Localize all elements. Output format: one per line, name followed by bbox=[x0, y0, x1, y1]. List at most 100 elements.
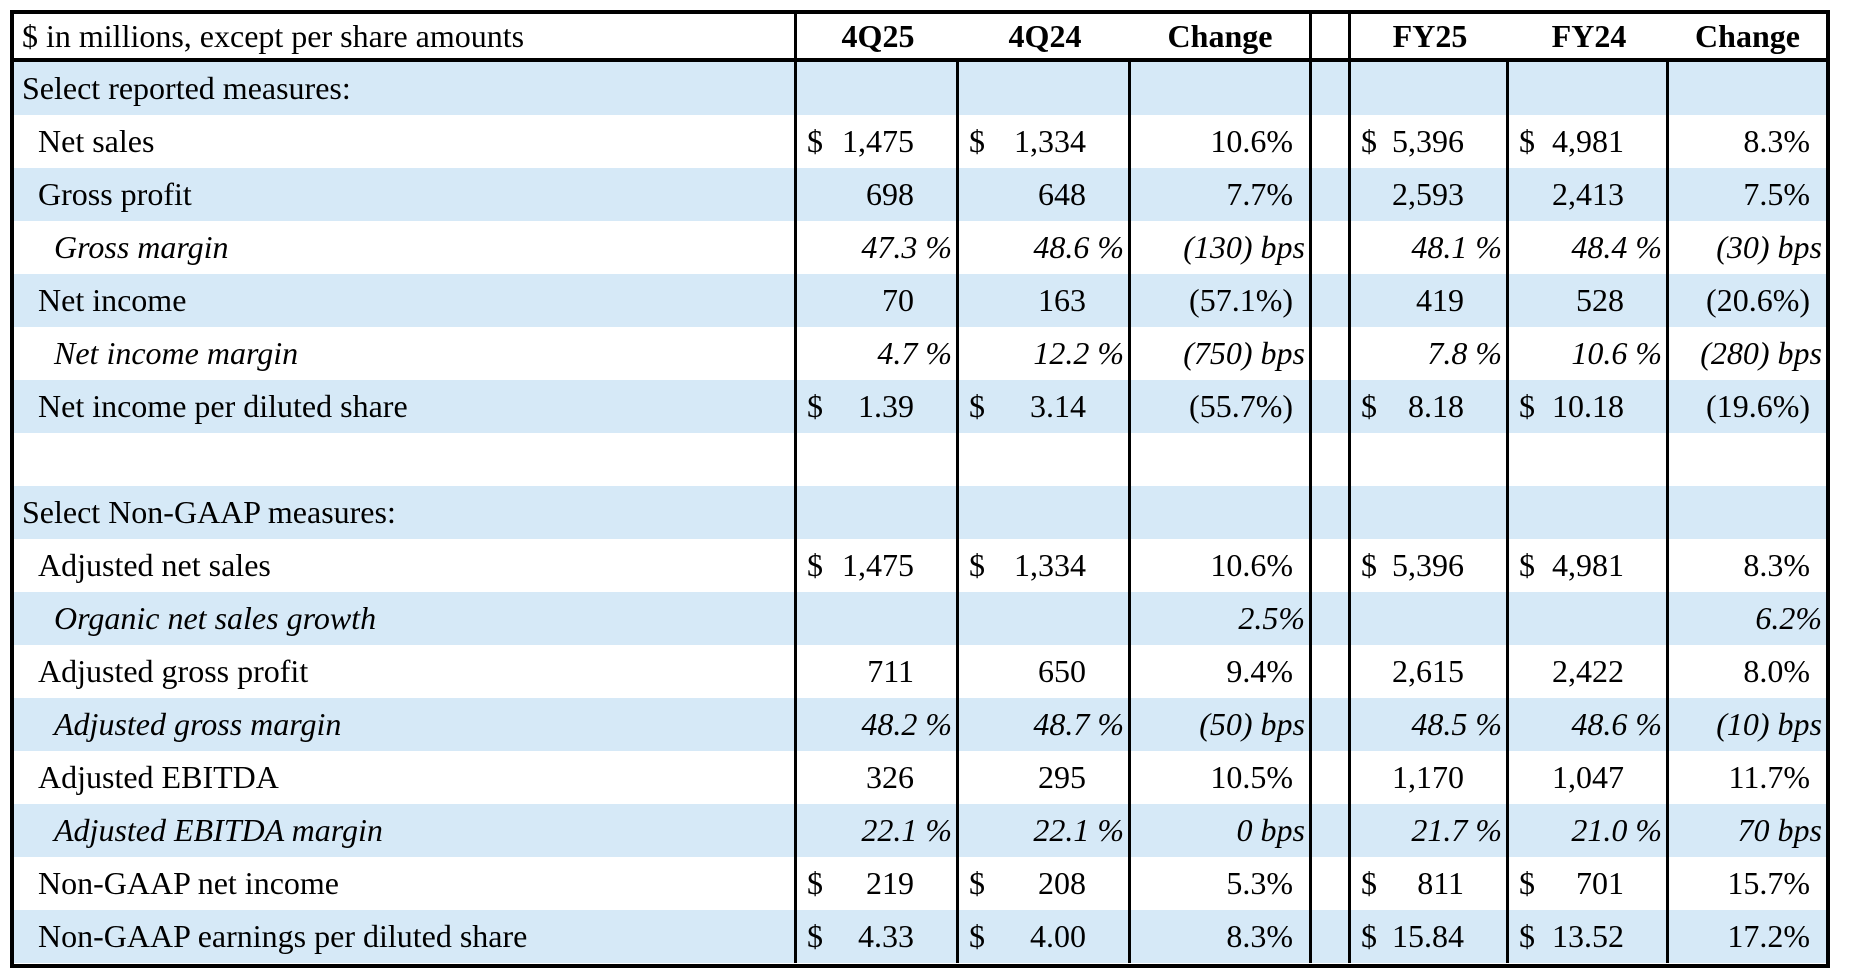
column-header-quarter-change: Change bbox=[1131, 14, 1312, 62]
value-cell-fy25 bbox=[1351, 433, 1509, 486]
dollar-sign: $ bbox=[1519, 918, 1535, 954]
value-cell-q25: 48.2 % bbox=[797, 698, 959, 751]
value-cell-fy25 bbox=[1351, 486, 1509, 539]
dollar-sign: $ bbox=[807, 547, 823, 583]
value-cell-q24: 648 bbox=[959, 168, 1131, 221]
value-cell-fychg bbox=[1669, 486, 1826, 539]
dollar-sign: $ bbox=[807, 865, 823, 901]
value-cell-fychg: 6.2% bbox=[1669, 592, 1826, 645]
value-cell-fychg: (280) bps bbox=[1700, 335, 1822, 371]
value-cell-fy25: $15.84 bbox=[1351, 910, 1509, 963]
value-cell-q25: 22.1 % bbox=[797, 804, 959, 857]
value-cell-q24 bbox=[959, 62, 1131, 115]
row-label: Net income margin bbox=[14, 327, 797, 380]
spacer-cell bbox=[1312, 433, 1351, 486]
value-cell-q24 bbox=[959, 486, 1131, 539]
value-cell-qchg bbox=[1131, 62, 1312, 115]
value-cell-fy25 bbox=[1351, 592, 1509, 645]
value-cell-fy24 bbox=[1509, 592, 1669, 645]
value-cell-fy25: $5,396 bbox=[1351, 539, 1509, 592]
value-cell-qchg: (50) bps bbox=[1131, 698, 1312, 751]
value-cell-qchg: 7.7% bbox=[1131, 168, 1312, 221]
value-text: 1,475 bbox=[842, 547, 914, 583]
value-text: 3.14 bbox=[1030, 388, 1086, 424]
spacer-header-cell bbox=[1312, 14, 1351, 62]
value-text: 4,981 bbox=[1552, 547, 1624, 583]
value-cell-q25: 711 bbox=[797, 645, 959, 698]
value-cell-fychg: (20.6%) bbox=[1669, 274, 1826, 327]
value-cell-q24: 295 bbox=[959, 751, 1131, 804]
row-label: Organic net sales growth bbox=[14, 592, 797, 645]
value-cell-q25: $219 bbox=[797, 857, 959, 910]
value-cell-qchg: 9.4% bbox=[1131, 645, 1312, 698]
row-label: Adjusted net sales bbox=[14, 539, 797, 592]
value-cell-fy24: 21.0 % bbox=[1509, 804, 1669, 857]
value-cell-q24: $4.00 bbox=[959, 910, 1131, 963]
row-label: Gross profit bbox=[14, 168, 797, 221]
value-cell-qchg: (130) bps bbox=[1131, 221, 1312, 274]
dollar-sign: $ bbox=[1519, 865, 1535, 901]
value-cell-qchg: (750) bps bbox=[1131, 327, 1312, 380]
value-cell-fychg: 17.2% bbox=[1669, 910, 1826, 963]
dollar-sign: $ bbox=[1361, 865, 1377, 901]
value-cell-qchg: 0 bps bbox=[1131, 804, 1312, 857]
column-header-4q24: 4Q24 bbox=[959, 14, 1131, 62]
value-cell-q24: 48.7 % bbox=[959, 698, 1131, 751]
value-cell-q24 bbox=[959, 592, 1131, 645]
value-cell-fychg: 8.3% bbox=[1743, 123, 1810, 159]
value-cell-fy25 bbox=[1351, 62, 1509, 115]
financial-results-table: $ in millions, except per share amounts … bbox=[10, 10, 1830, 968]
spacer-cell bbox=[1312, 274, 1351, 327]
value-text: 811 bbox=[1417, 865, 1464, 901]
value-text: 4,981 bbox=[1552, 123, 1624, 159]
spacer-cell bbox=[1312, 910, 1351, 963]
value-cell-q25: $1.39 bbox=[797, 380, 959, 433]
value-cell-fy25: $5,396 bbox=[1351, 115, 1509, 168]
value-cell-fy24: 2,422 bbox=[1509, 645, 1669, 698]
value-cell-fychg: 11.7% bbox=[1728, 759, 1810, 795]
value-cell-fy24 bbox=[1509, 62, 1669, 115]
column-header-4q25: 4Q25 bbox=[797, 14, 959, 62]
value-cell-fy24: $10.18 bbox=[1509, 380, 1669, 433]
value-cell-q24 bbox=[959, 433, 1131, 486]
value-cell-fy25: 48.5 % bbox=[1351, 698, 1509, 751]
row-label: Adjusted gross profit bbox=[14, 645, 797, 698]
spacer-cell bbox=[1312, 857, 1351, 910]
column-header-fullyear-change: Change bbox=[1669, 14, 1826, 62]
row-label: Gross margin bbox=[14, 221, 797, 274]
value-cell-fychg: 7.5% bbox=[1669, 168, 1826, 221]
value-cell-fy25: 419 bbox=[1351, 274, 1509, 327]
spacer-cell bbox=[1312, 645, 1351, 698]
value-cell-q25: $4.33 bbox=[797, 910, 959, 963]
value-text: 15.84 bbox=[1392, 918, 1464, 954]
value-cell-fy24: 48.4 % bbox=[1509, 221, 1669, 274]
value-text: 1.39 bbox=[858, 388, 914, 424]
value-cell-fy25: 2,593 bbox=[1351, 168, 1509, 221]
value-cell-q25 bbox=[797, 433, 959, 486]
dollar-sign: $ bbox=[1519, 547, 1535, 583]
dollar-sign: $ bbox=[969, 918, 985, 954]
spacer-cell bbox=[1312, 804, 1351, 857]
value-cell-qchg: 10.5% bbox=[1131, 751, 1312, 804]
row-label: Net income bbox=[14, 274, 797, 327]
row-label: Non-GAAP earnings per diluted share bbox=[14, 910, 797, 963]
dollar-sign: $ bbox=[969, 123, 985, 159]
value-cell-fy24 bbox=[1509, 433, 1669, 486]
value-cell-fy25: 21.7 % bbox=[1351, 804, 1509, 857]
value-cell-qchg: 5.3% bbox=[1131, 857, 1312, 910]
value-cell-q24: 650 bbox=[959, 645, 1131, 698]
row-label: Adjusted gross margin bbox=[14, 698, 797, 751]
column-header-fy24: FY24 bbox=[1509, 14, 1669, 62]
value-cell-fy25: 1,170 bbox=[1351, 751, 1509, 804]
value-cell-qchg bbox=[1131, 433, 1312, 486]
value-text: 5,396 bbox=[1392, 123, 1464, 159]
value-cell-fy24: 1,047 bbox=[1509, 751, 1669, 804]
row-label: Net sales bbox=[14, 115, 797, 168]
value-cell-qchg: 10.6% bbox=[1131, 539, 1312, 592]
value-text: 1,334 bbox=[1014, 123, 1086, 159]
spacer-cell bbox=[1312, 592, 1351, 645]
value-cell-q24: 12.2 % bbox=[959, 327, 1131, 380]
value-cell-fy25: 7.8 % bbox=[1351, 327, 1509, 380]
dollar-sign: $ bbox=[1361, 123, 1377, 159]
dollar-sign: $ bbox=[969, 388, 985, 424]
